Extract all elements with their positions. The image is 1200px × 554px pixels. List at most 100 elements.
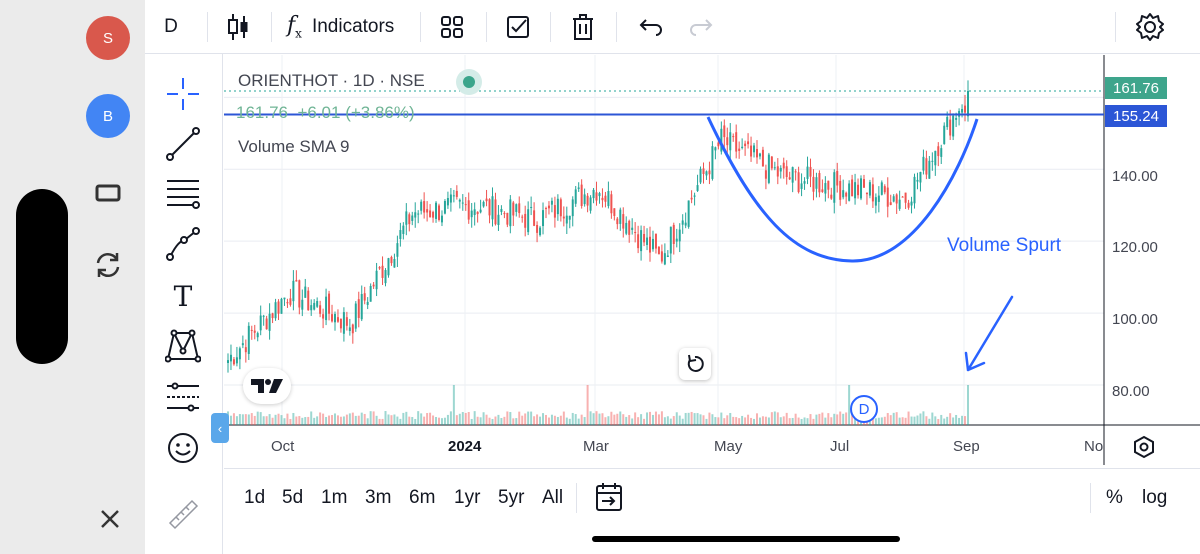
crosshair-icon[interactable] (163, 74, 203, 114)
volume-bar (741, 416, 743, 425)
candle (777, 166, 779, 176)
candle (417, 214, 419, 215)
emoji-icon[interactable] (163, 428, 203, 468)
window-icon[interactable] (94, 180, 122, 209)
range-1yr[interactable]: 1yr (454, 487, 480, 509)
candle (807, 167, 809, 179)
checkbox-icon[interactable] (501, 0, 535, 54)
ruler-icon[interactable] (163, 494, 203, 534)
pattern-icon[interactable] (163, 326, 203, 366)
redo-icon[interactable] (685, 0, 719, 54)
indicators-label: Indicators (312, 16, 394, 38)
fib-retracement-icon[interactable] (163, 174, 203, 214)
range-6m[interactable]: 6m (409, 487, 435, 509)
candle (456, 191, 458, 197)
candle (940, 148, 942, 157)
line-price-text: 155.24 (1113, 108, 1159, 125)
path-icon[interactable] (163, 224, 203, 264)
indicators-button[interactable]: fx Indicators (287, 0, 417, 54)
volume-bar (685, 413, 687, 425)
candle (670, 227, 672, 254)
range-3m[interactable]: 3m (365, 487, 391, 509)
volume-bar (694, 413, 696, 425)
dividend-marker[interactable]: D (850, 395, 878, 423)
volume-bar (248, 414, 250, 425)
range-1m[interactable]: 1m (321, 487, 347, 509)
volume-bar (798, 418, 800, 425)
candle (405, 211, 407, 224)
volume-bar (405, 412, 407, 425)
candle (387, 258, 389, 275)
symbol-legend[interactable]: ORIENTHOT · 1D · NSE (238, 71, 425, 91)
avatar-b[interactable]: B (86, 94, 130, 138)
volume-bar (408, 417, 410, 425)
axis-settings-icon[interactable] (1130, 433, 1158, 461)
candle (604, 196, 606, 202)
candle (491, 196, 493, 219)
volume-bar (489, 418, 491, 425)
volume-bar (515, 418, 517, 425)
volume-spurt-annotation[interactable]: Volume Spurt (947, 235, 1061, 257)
range-5yr[interactable]: 5yr (498, 487, 524, 509)
candle (358, 299, 360, 318)
market-status-icon[interactable] (456, 69, 482, 95)
rotate-icon[interactable] (93, 250, 123, 285)
volume-bar (260, 412, 262, 425)
settings-gear-icon[interactable] (1133, 0, 1167, 54)
candle (937, 146, 939, 156)
volume-bar (664, 417, 666, 425)
last-price-text: 161.76 (1113, 80, 1159, 97)
volume-bar (827, 413, 829, 425)
volume-bar (789, 418, 791, 425)
candle (688, 200, 690, 226)
volume-bar (925, 416, 927, 425)
candle (298, 280, 300, 307)
candle (364, 293, 366, 300)
interval-button[interactable]: D (155, 0, 187, 54)
indicator-legend[interactable]: Volume SMA 9 (238, 137, 350, 157)
trend-line-icon[interactable] (163, 124, 203, 164)
log-scale-toggle[interactable]: log (1142, 487, 1167, 509)
volume-bar (598, 414, 600, 425)
text-tool-icon[interactable]: T (163, 276, 203, 316)
prediction-icon[interactable] (163, 377, 203, 417)
volume-bar (494, 417, 496, 425)
candle (732, 136, 734, 137)
volume-bar (536, 414, 538, 425)
volume-bar (958, 418, 960, 425)
volume-bar (676, 412, 678, 425)
date-range-calendar-icon[interactable] (594, 481, 624, 518)
volume-bar (361, 413, 363, 425)
volume-bar (233, 413, 235, 425)
candle (783, 163, 785, 169)
range-all[interactable]: All (542, 487, 563, 509)
candle (393, 259, 395, 268)
volume-bar (533, 416, 535, 425)
volume-bar (304, 417, 306, 425)
layout-grid-icon[interactable] (435, 0, 469, 54)
volume-bar (667, 416, 669, 425)
volume-bar (946, 417, 948, 425)
volume-bar (607, 416, 609, 425)
volume-bar (804, 417, 806, 425)
candles-icon[interactable] (221, 0, 255, 54)
candle (723, 125, 725, 137)
avatar-s[interactable]: S (86, 16, 130, 60)
tradingview-logo[interactable] (243, 368, 291, 404)
chart-pane[interactable]: ORIENTHOT · 1D · NSE 161.76 +6.01 (+3.86… (224, 55, 1200, 465)
volume-bar (426, 413, 428, 425)
trash-icon[interactable] (566, 0, 600, 54)
collapse-toolbar-handle[interactable]: ‹ (211, 413, 229, 443)
price-tick: 100.00 (1112, 311, 1158, 328)
range-1d[interactable]: 1d (244, 487, 265, 509)
volume-bar (649, 412, 651, 425)
undo-icon[interactable] (633, 0, 667, 54)
annotation-text: Volume Spurt (947, 235, 1061, 256)
volume-bar (584, 417, 586, 425)
range-5d[interactable]: 5d (282, 487, 303, 509)
close-icon[interactable] (95, 504, 125, 534)
volume-bar (747, 415, 749, 425)
percent-scale-toggle[interactable]: % (1106, 487, 1123, 509)
candle (334, 314, 336, 322)
reset-chart-button[interactable] (679, 348, 711, 380)
